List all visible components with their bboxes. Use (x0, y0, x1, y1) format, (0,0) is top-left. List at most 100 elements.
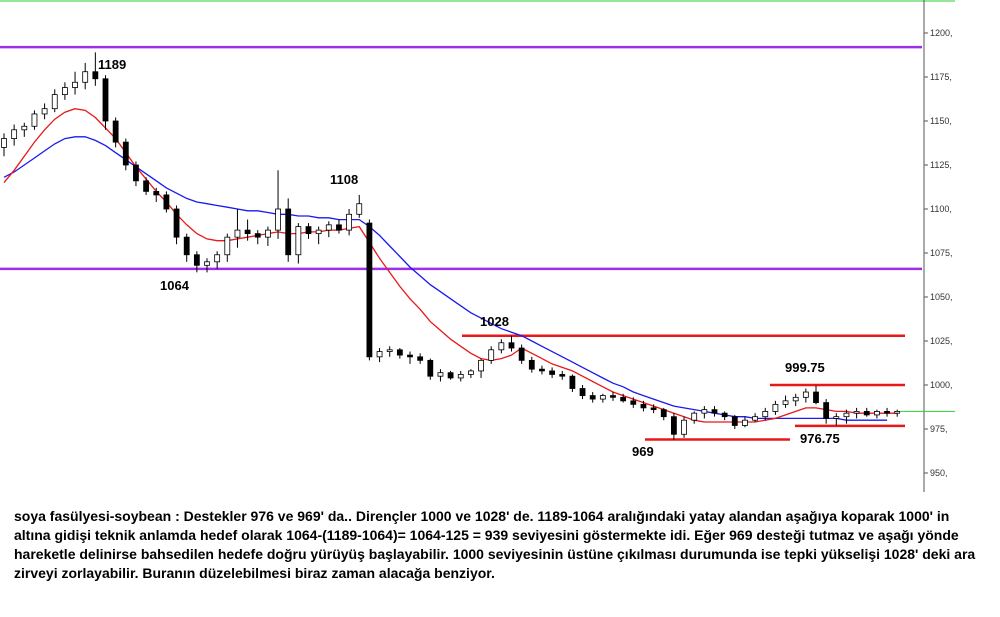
price-label: 969 (632, 444, 654, 459)
candle-body (244, 229, 251, 235)
candle-body (315, 229, 322, 235)
candle-body (731, 416, 738, 426)
candle-body (193, 254, 200, 266)
y-tick-label: 1025, (930, 336, 953, 346)
candle-body (569, 375, 576, 389)
candle-body (427, 359, 434, 377)
candle-body (457, 374, 464, 379)
candle-body (153, 190, 160, 196)
candle-body (874, 410, 880, 416)
candle-body (275, 208, 281, 231)
candle-body (467, 370, 474, 375)
candle-body (498, 342, 505, 351)
candle-body (894, 410, 901, 414)
candle-body (478, 359, 484, 372)
candle-body (620, 396, 627, 402)
candle-body (51, 94, 58, 110)
candle-body (701, 409, 708, 414)
candle-body (295, 226, 302, 256)
price-label: 1189 (98, 57, 126, 72)
candle-body (813, 391, 819, 404)
candle-body (437, 372, 444, 377)
candle-body (356, 203, 363, 215)
candle-body (204, 261, 210, 266)
candlesticks (1, 52, 901, 440)
candle-body (884, 410, 890, 414)
slow-moving-average-line (3, 136, 888, 421)
candle-body (843, 412, 850, 418)
candle-body (782, 400, 789, 405)
candle-body (772, 403, 779, 412)
candle-body (407, 354, 413, 358)
y-tick-label: 1075, (930, 248, 953, 258)
price-axis-ticks: 950, 975, 1000, 1025, 1050, 1075, 1100, 1125, 11… (924, 28, 953, 478)
candle-body (366, 222, 373, 358)
candle-body (630, 400, 637, 405)
candle-body (224, 236, 231, 256)
fast-moving-average-line (3, 108, 898, 423)
y-tick-label: 1150, (930, 116, 952, 126)
candle-body (396, 349, 403, 356)
candle-body (802, 391, 809, 398)
candle-body (853, 410, 860, 414)
candle-body (599, 395, 606, 400)
candle-body (21, 125, 28, 131)
candle-body (559, 374, 566, 377)
price-label: 1064 (160, 278, 190, 293)
candle-body (721, 412, 728, 418)
candle-body (163, 194, 170, 210)
candle-body (102, 78, 109, 122)
candle-body (173, 208, 180, 238)
candle-body (183, 236, 190, 256)
candle-body (11, 129, 18, 140)
candle-body (488, 349, 495, 361)
candle-body (346, 213, 353, 231)
candle-body (82, 71, 89, 83)
candle-body (122, 141, 129, 166)
moving-averages (3, 108, 955, 423)
y-tick-label: 975, (930, 424, 948, 434)
candle-body (112, 120, 119, 143)
candle-body (823, 402, 830, 419)
candle-body (762, 410, 769, 418)
candle-body (518, 347, 525, 361)
candle-body (528, 359, 535, 370)
candle-body (863, 410, 870, 416)
price-chart: 950, 975, 1000, 1025, 1050, 1075, 1100, 1125, 11… (0, 0, 955, 492)
candle-body (579, 388, 586, 396)
y-tick-label: 1050, (930, 292, 953, 302)
candle-body (336, 224, 342, 231)
candle-body (1, 138, 7, 148)
price-label: 1108 (330, 172, 358, 187)
y-tick-label: 1125, (930, 160, 952, 170)
candle-body (792, 396, 799, 402)
analysis-commentary: soya fasülyesi-soybean : Destekler 976 v… (14, 508, 976, 581)
candle-body (447, 372, 454, 379)
candle-body (386, 349, 393, 352)
y-tick-label: 1200, (930, 28, 953, 38)
candle-body (610, 395, 616, 398)
candle-body (681, 419, 687, 435)
candle-body (62, 87, 68, 95)
candle-body (539, 368, 545, 372)
candle-body (264, 229, 271, 238)
candle-body (305, 226, 312, 235)
candle-body (660, 409, 667, 418)
candle-body (833, 416, 840, 419)
candle-body (325, 224, 332, 231)
candle-body (41, 108, 48, 115)
y-tick-label: 1000, (930, 380, 953, 390)
horizontal-levels (0, 45, 922, 441)
candle-body (31, 113, 38, 127)
candle-body (143, 180, 150, 192)
candle-body (133, 164, 139, 182)
candle-body (417, 356, 424, 361)
candle-body (508, 342, 515, 349)
y-tick-label: 950, (930, 468, 948, 478)
candle-body (214, 254, 221, 263)
candle-body (691, 412, 698, 421)
candle-body (711, 409, 718, 414)
candle-body (92, 71, 99, 80)
y-tick-label: 1175, (930, 72, 952, 82)
candle-body (742, 419, 748, 426)
